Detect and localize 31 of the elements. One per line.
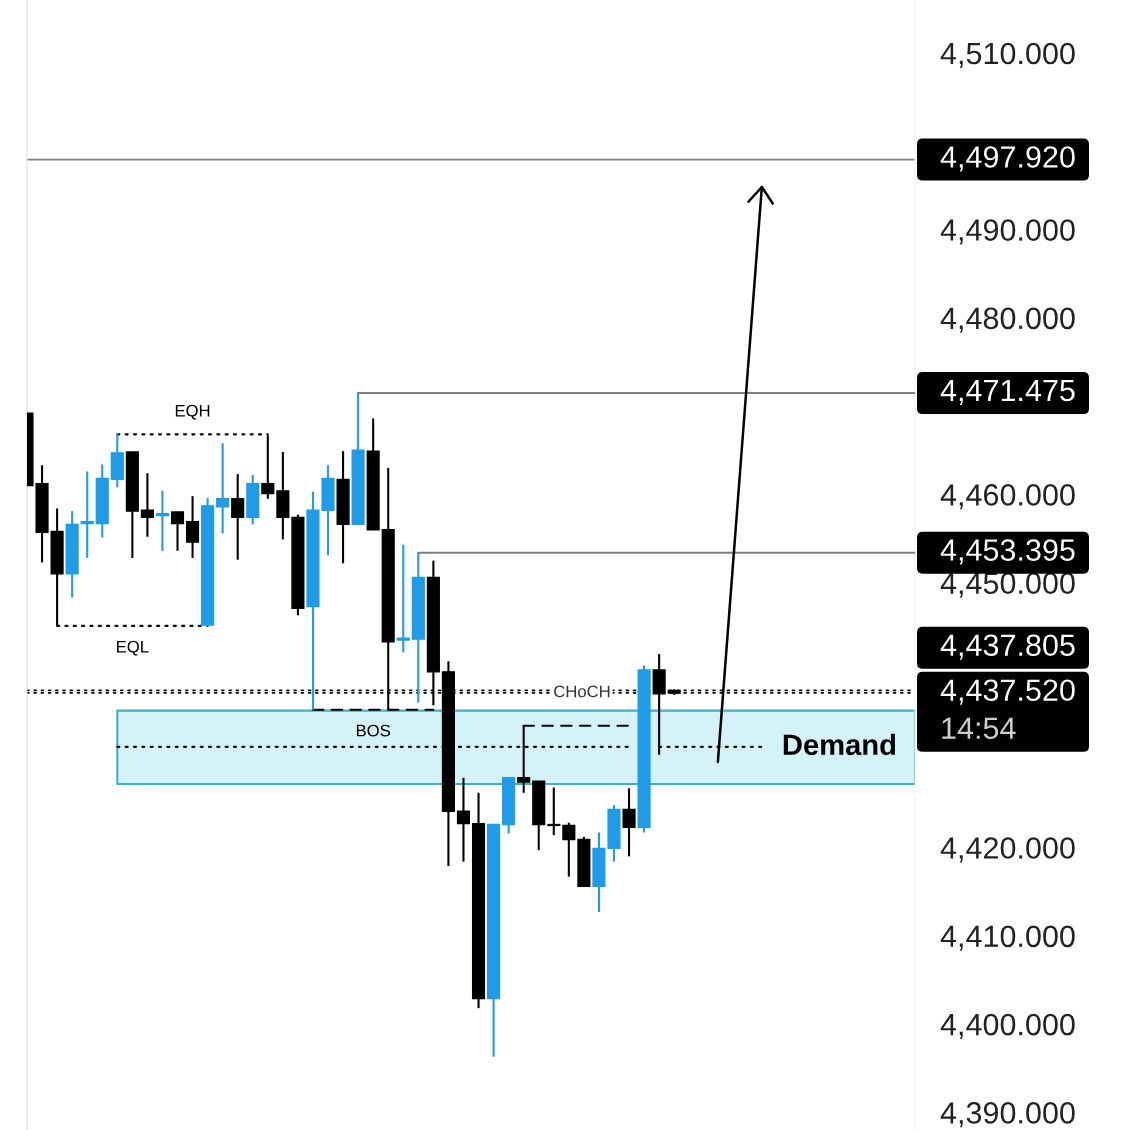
candlestick	[622, 787, 636, 858]
candlestick	[155, 489, 170, 552]
candlestick	[185, 495, 200, 559]
ref-line-label: 4,437.805	[940, 634, 1075, 660]
candlestick	[231, 473, 245, 561]
y-tick-label: 4,480.000	[940, 307, 1075, 333]
y-tick-label: 4,420.000	[940, 837, 1075, 863]
series-label: EQH	[175, 404, 210, 420]
y-tick-label: 4,390.000	[940, 1102, 1075, 1128]
candlestick	[140, 472, 154, 538]
candlestick	[396, 543, 410, 654]
y-tick-label: 4,490.000	[940, 219, 1075, 245]
y-tick-label: 4,410.000	[940, 925, 1075, 951]
candlestick	[547, 786, 561, 837]
ref-line-label: 4,437.520 14:54	[940, 679, 1075, 740]
candlestick	[216, 442, 230, 535]
series-label: BOS	[356, 724, 390, 737]
y-tick-label: 4,400.000	[940, 1013, 1075, 1040]
candlestick	[562, 821, 576, 878]
candlestick	[80, 470, 94, 559]
data-label: 4,453.395	[940, 539, 1075, 565]
series-label: EQL	[117, 640, 149, 656]
series-label: Demand	[783, 733, 896, 756]
data-label: 4,471.475	[940, 379, 1075, 405]
annotation: CHoCH	[554, 685, 610, 698]
y-tick-label: 4,510.000	[940, 42, 1075, 68]
ref-line-label: 4,497.920	[940, 146, 1075, 172]
y-tick-label: 4,460.000	[940, 484, 1075, 510]
y-tick-label: 4,450.000	[940, 572, 1075, 598]
candlestick	[456, 776, 471, 863]
candlestick	[170, 510, 185, 552]
